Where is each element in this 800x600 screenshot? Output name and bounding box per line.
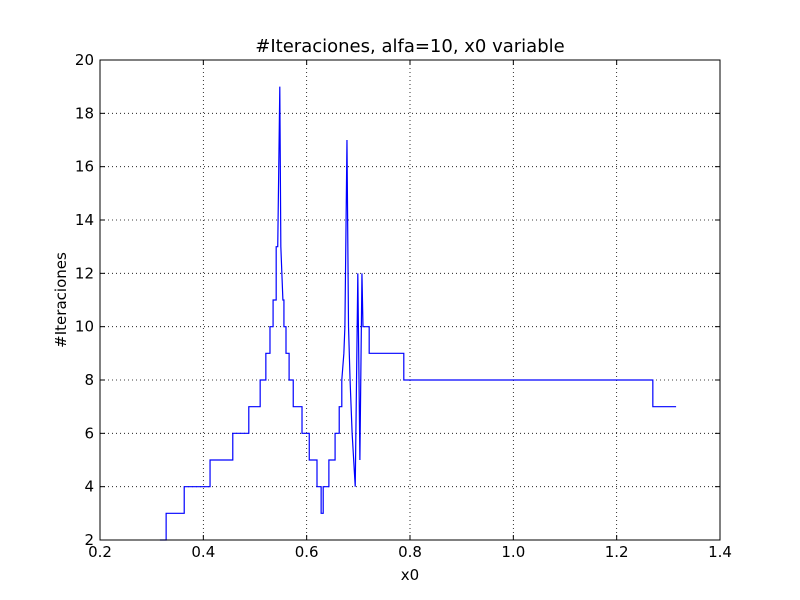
x-tick-label: 1.4 <box>708 543 732 561</box>
y-tick-label: 18 <box>75 104 94 122</box>
y-axis-label: #Iteraciones <box>52 252 70 348</box>
chart-title: #Iteraciones, alfa=10, x0 variable <box>255 36 564 57</box>
x-tick-label: 1.0 <box>501 543 525 561</box>
y-tick-label: 2 <box>84 531 94 549</box>
y-tick-label: 20 <box>75 51 94 69</box>
plot-frame <box>99 59 721 541</box>
x-axis-label: x0 <box>401 566 419 584</box>
y-tick-label: 4 <box>84 478 94 496</box>
y-tick-label: 12 <box>75 264 94 282</box>
x-tick-label: 1.2 <box>605 543 629 561</box>
data-line <box>159 86 677 541</box>
y-tick-label: 8 <box>84 371 94 389</box>
x-tick-label: 0.4 <box>191 543 215 561</box>
y-tick-label: 16 <box>75 158 94 176</box>
x-tick-label: 0.2 <box>88 543 112 561</box>
x-tick-label: 0.6 <box>295 543 319 561</box>
y-tick-label: 10 <box>75 318 94 336</box>
x-tick-label: 0.8 <box>398 543 422 561</box>
y-tick-label: 6 <box>84 424 94 442</box>
y-tick-label: 14 <box>75 211 94 229</box>
